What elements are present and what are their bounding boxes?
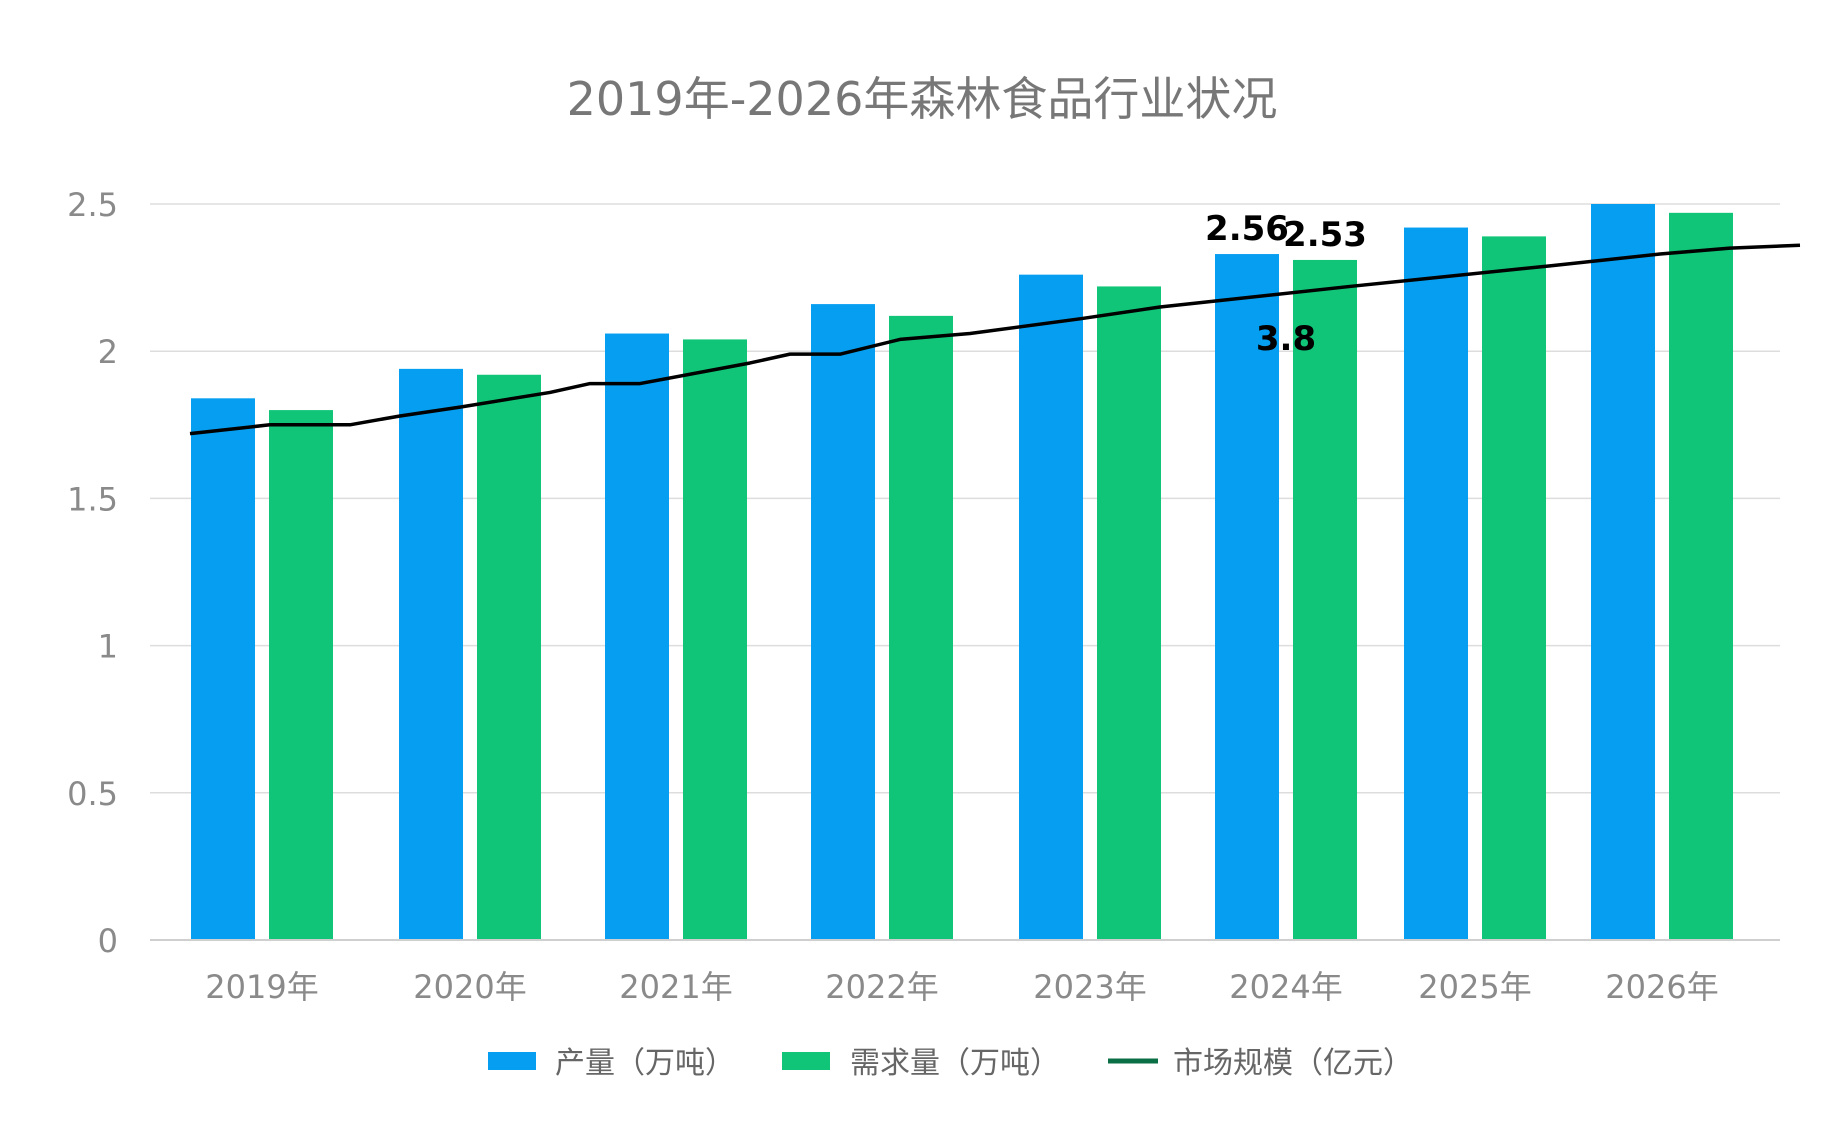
bars	[191, 204, 1733, 941]
y-tick-label: 0.5	[67, 775, 118, 813]
y-axis-ticks: 0 0.5 1 1.5 2 2.5	[67, 186, 118, 960]
y-tick-label: 0	[98, 922, 118, 960]
bar-demand	[477, 374, 541, 940]
bar-production	[1404, 227, 1468, 940]
legend-label-production: 产量（万吨）	[555, 1046, 735, 1081]
bar-production	[811, 304, 875, 940]
market-size-line	[189, 243, 1801, 436]
x-axis-ticks: 2019年 2020年 2021年 2022年 2023年 2024年 2025年 2026年	[205, 968, 1718, 1006]
legend-swatch-production	[488, 1052, 536, 1070]
bar-production	[1019, 274, 1083, 940]
x-tick-label: 2021年	[619, 968, 732, 1006]
legend-item-production[interactable]: 产量（万吨）	[488, 1046, 735, 1081]
x-tick-label: 2022年	[825, 968, 938, 1006]
legend-label-demand: 需求量（万吨）	[850, 1046, 1060, 1081]
bar-demand	[1097, 286, 1161, 940]
x-tick-label: 2020年	[413, 968, 526, 1006]
y-tick-label: 1	[98, 628, 118, 666]
x-tick-label: 2023年	[1033, 968, 1146, 1006]
bar-demand	[1482, 236, 1546, 940]
bar-demand	[889, 315, 953, 940]
bar-production	[605, 333, 669, 940]
line-market-size	[189, 243, 1801, 436]
data-labels: 2.562.53 3.8	[1205, 209, 1367, 359]
x-tick-label: 2019年	[205, 968, 318, 1006]
chart-title: 2019年-2026年森林食品行业状况	[567, 72, 1278, 126]
data-label: 3.8	[1256, 319, 1316, 359]
x-tick-label: 2025年	[1418, 968, 1531, 1006]
legend-label-market-size: 市场规模（亿元）	[1173, 1046, 1413, 1081]
bar-demand	[1293, 259, 1357, 940]
bar-production	[1215, 254, 1279, 941]
y-tick-label: 1.5	[67, 480, 118, 518]
bar-production	[191, 398, 255, 941]
bar-production	[1591, 204, 1655, 940]
x-tick-label: 2024年	[1229, 968, 1342, 1006]
bar-demand	[269, 410, 333, 941]
legend: 产量（万吨） 需求量（万吨） 市场规模（亿元）	[488, 1046, 1413, 1081]
legend-swatch-demand	[782, 1052, 830, 1070]
bar-demand	[683, 339, 747, 940]
y-tick-label: 2.5	[67, 186, 118, 224]
y-tick-label: 2	[98, 333, 118, 371]
data-label: 2.53	[1283, 215, 1367, 255]
bar-demand	[1669, 212, 1733, 940]
x-tick-label: 2026年	[1605, 968, 1718, 1006]
legend-item-market-size[interactable]: 市场规模（亿元）	[1108, 1046, 1413, 1081]
bar-production	[399, 368, 463, 940]
data-label: 2.56	[1205, 209, 1289, 249]
legend-item-demand[interactable]: 需求量（万吨）	[782, 1046, 1060, 1081]
